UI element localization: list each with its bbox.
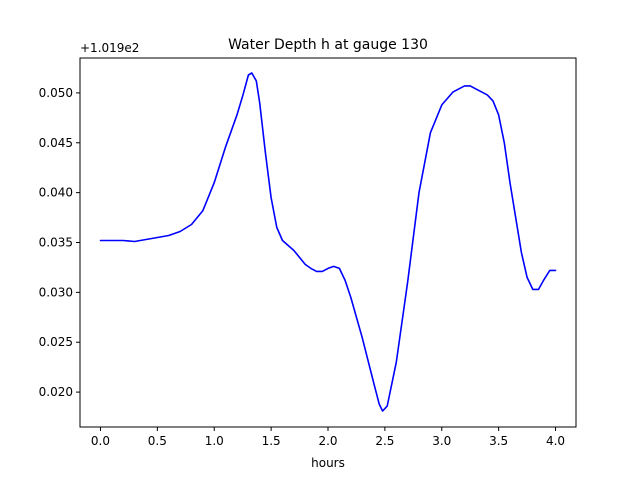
x-tick-label: 0.5 — [148, 434, 167, 448]
x-tick-label: 3.0 — [432, 434, 451, 448]
y-tick-label: 0.045 — [39, 136, 73, 150]
x-tick-label: 4.0 — [546, 434, 565, 448]
y-tick-label: 0.035 — [39, 236, 73, 250]
x-tick-label: 1.5 — [262, 434, 281, 448]
x-tick-label: 2.5 — [375, 434, 394, 448]
y-tick-label: 0.025 — [39, 335, 73, 349]
y-tick-label: 0.040 — [39, 186, 73, 200]
chart-title: Water Depth h at gauge 130 — [228, 37, 428, 53]
series-line-0 — [99, 72, 557, 412]
y-offset-label: +1.019e2 — [80, 41, 139, 55]
y-tick-label: 0.020 — [39, 385, 73, 399]
plot-area: 0.0 0.5 1.0 1.5 2.0 2.5 3.0 3.5 4.0 0.020 0.025 0.0… — [39, 57, 577, 448]
x-axis-label: hours — [311, 456, 345, 470]
y-tick-label: 0.030 — [39, 285, 73, 299]
x-tick-label: 0.0 — [91, 434, 110, 448]
x-tick-label: 1.0 — [205, 434, 224, 448]
x-tick-label: 3.5 — [489, 434, 508, 448]
x-tick-label: 2.0 — [318, 434, 337, 448]
y-tick-label: 0.050 — [39, 86, 73, 100]
